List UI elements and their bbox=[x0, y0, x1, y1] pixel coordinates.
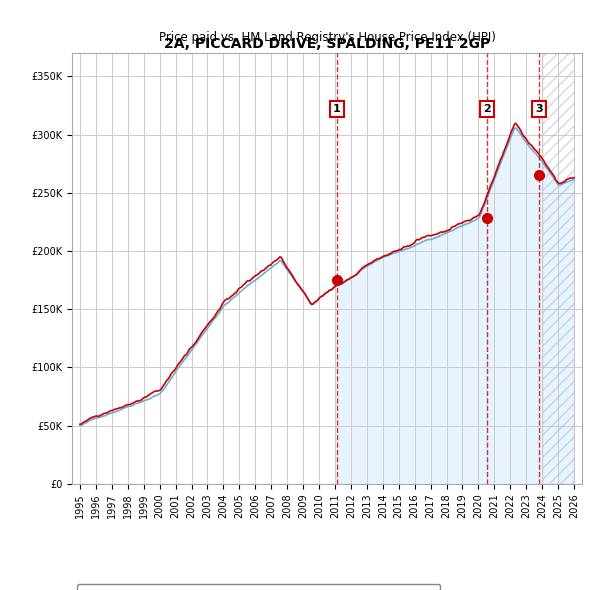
Text: 3: 3 bbox=[535, 104, 543, 114]
Text: 1: 1 bbox=[333, 104, 341, 114]
Legend: 2A, PICCARD DRIVE, SPALDING, PE11 2GP (detached house), HPI: Average price, deta: 2A, PICCARD DRIVE, SPALDING, PE11 2GP (d… bbox=[77, 584, 440, 590]
Title: 2A, PICCARD DRIVE, SPALDING, PE11 2GP: 2A, PICCARD DRIVE, SPALDING, PE11 2GP bbox=[164, 37, 490, 51]
Text: 2: 2 bbox=[483, 104, 491, 114]
Text: Price paid vs. HM Land Registry's House Price Index (HPI): Price paid vs. HM Land Registry's House … bbox=[158, 31, 496, 44]
